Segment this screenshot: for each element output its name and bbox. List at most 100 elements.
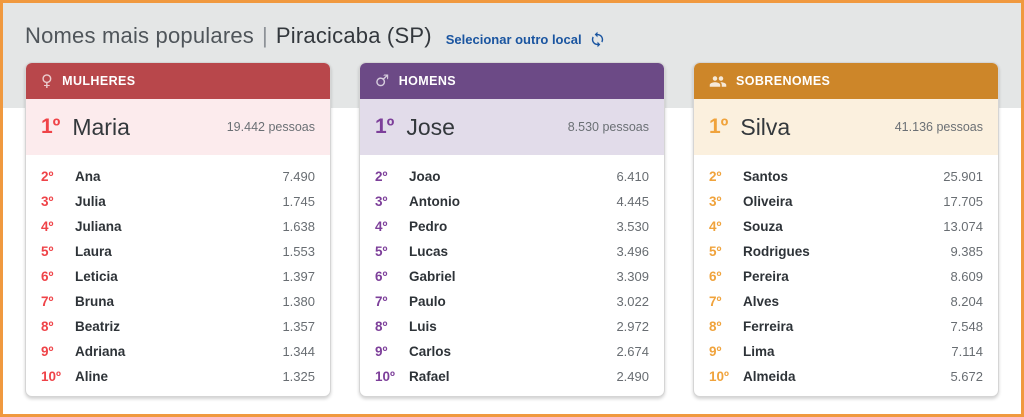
rank-label: 7º [709,294,722,309]
list-item: 2º Joao 6.410 [375,164,649,189]
name-label: Adriana [75,344,126,359]
select-other-location-link[interactable]: Selecionar outro local [446,31,606,48]
name-label: Pedro [409,219,448,234]
name-label: Carlos [409,344,452,359]
card-title-mulheres: MULHERES [62,74,136,88]
rank-label: 8º [41,319,54,334]
list-item: 4º Souza 13.074 [709,214,983,239]
name-label: Lima [743,344,775,359]
name-label: Leticia [75,269,118,284]
list-item: 8º Ferreira 7.548 [709,314,983,339]
list-item: 2º Ana 7.490 [41,164,315,189]
card-title-homens: HOMENS [398,74,457,88]
name-label: Gabriel [409,269,456,284]
name-label: Luis [409,319,437,334]
count-value: 6.410 [616,169,649,184]
name-list: 2º Santos 25.901 3º Oliveira 17.705 4º Souza 13.… [694,155,998,395]
count-value: 3.496 [616,244,649,259]
top-name-row: 1º Maria 19.442 pessoas [26,99,330,155]
list-item: 6º Gabriel 3.309 [375,264,649,289]
rank-label: 5º [41,244,54,259]
card-homens: ♂ HOMENS 1º Jose 8.530 pessoas 2º Joao 6.4… [359,62,665,397]
card-sobrenomes: SOBRENOMES 1º Silva 41.136 pessoas 2º San… [693,62,999,397]
top-name-row: 1º Silva 41.136 pessoas [694,99,998,155]
name-label: Oliveira [743,194,793,209]
list-item: 5º Laura 1.553 [41,239,315,264]
count-value: 19.442 pessoas [226,120,315,134]
count-value: 3.530 [616,219,649,234]
count-value: 7.490 [282,169,315,184]
name-list: 2º Joao 6.410 3º Antonio 4.445 4º Pedro 3.530 5º L… [360,155,664,395]
rank-label: 6º [375,269,388,284]
rank-label: 1º [375,115,395,138]
rank-label: 2º [41,169,54,184]
list-item: 9º Carlos 2.674 [375,339,649,364]
rank-label: 1º [709,115,729,138]
card-title-sobrenomes: SOBRENOMES [736,74,831,88]
count-value: 1.357 [282,319,315,334]
list-item: 8º Luis 2.972 [375,314,649,339]
list-item: 5º Rodrigues 9.385 [709,239,983,264]
name-label: Antonio [409,194,460,209]
name-label: Jose [406,113,455,140]
rank-label: 5º [375,244,388,259]
rank-label: 6º [709,269,722,284]
count-value: 7.548 [950,319,983,334]
count-value: 1.745 [282,194,315,209]
rank-label: 10º [41,369,61,384]
name-label: Aline [75,369,109,384]
rank-label: 9º [709,344,722,359]
count-value: 1.397 [282,269,315,284]
card-header-sobrenomes: SOBRENOMES [694,63,998,99]
list-item: 4º Pedro 3.530 [375,214,649,239]
list-item: 4º Juliana 1.638 [41,214,315,239]
name-label: Santos [743,169,789,184]
sync-icon [589,31,606,48]
count-value: 8.530 pessoas [567,120,649,134]
rank-label: 1º [41,115,61,138]
list-item: 9º Adriana 1.344 [41,339,315,364]
rank-label: 4º [375,219,388,234]
count-value: 8.609 [950,269,983,284]
count-value: 7.114 [951,344,983,359]
count-value: 17.705 [943,194,983,209]
widget-header: Nomes mais populares | Piracicaba (SP) Sel… [3,3,1021,49]
name-label: Joao [409,169,441,184]
list-item: 10º Rafael 2.490 [375,364,649,389]
name-label: Ana [75,169,101,184]
name-label: Souza [743,219,783,234]
count-value: 3.309 [616,269,649,284]
title-separator: | [261,23,268,48]
count-value: 8.204 [950,294,983,309]
list-item: 10º Aline 1.325 [41,364,315,389]
rank-label: 9º [375,344,388,359]
name-label: Pereira [743,269,789,284]
count-value: 2.972 [616,319,649,334]
name-label: Almeida [743,369,796,384]
name-label: Rodrigues [743,244,810,259]
rank-label: 2º [709,169,722,184]
location-title: Piracicaba (SP) [275,23,432,48]
list-item: 8º Beatriz 1.357 [41,314,315,339]
name-label: Lucas [409,244,449,259]
rank-label: 2º [375,169,388,184]
rank-label: 4º [709,219,722,234]
female-icon: ♀ [41,71,54,90]
rank-label: 3º [709,194,722,209]
name-label: Maria [72,113,130,140]
list-item: 2º Santos 25.901 [709,164,983,189]
count-value: 4.445 [616,194,649,209]
name-label: Paulo [409,294,446,309]
card-header-mulheres: ♀ MULHERES [26,63,330,99]
rank-label: 5º [709,244,722,259]
card-mulheres: ♀ MULHERES 1º Maria 19.442 pessoas 2º Ana… [25,62,331,397]
top-name-row: 1º Jose 8.530 pessoas [360,99,664,155]
select-other-location-label: Selecionar outro local [445,31,582,47]
rank-label: 10º [709,369,729,384]
name-label: Laura [75,244,112,259]
list-item: 7º Paulo 3.022 [375,289,649,314]
rank-label: 7º [41,294,54,309]
rank-label: 7º [375,294,388,309]
rank-label: 3º [41,194,54,209]
count-value: 25.901 [943,169,983,184]
